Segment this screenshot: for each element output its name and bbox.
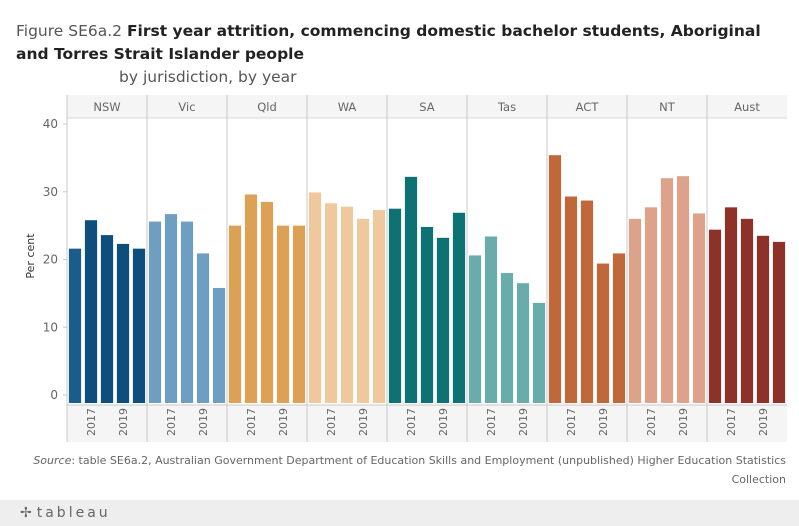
chart-title: Figure SE6a.2 First year attrition, comm… bbox=[16, 20, 786, 89]
x-tick-label: 2019 bbox=[677, 408, 690, 436]
panel-header-wa: WA bbox=[338, 100, 357, 114]
y-tick-label: 0 bbox=[50, 388, 58, 402]
bar-sa-2019 bbox=[436, 237, 450, 403]
bar-vic-2020 bbox=[212, 287, 226, 403]
y-tick-label: 30 bbox=[43, 185, 58, 199]
bar-nsw-2020 bbox=[132, 248, 146, 403]
bar-tas-2019 bbox=[516, 283, 530, 403]
bar-qld-2019 bbox=[276, 225, 290, 403]
bar-aust-2016 bbox=[708, 229, 722, 403]
bar-sa-2017 bbox=[404, 176, 418, 403]
bar-tas-2016 bbox=[468, 255, 482, 403]
x-tick-label: 2019 bbox=[597, 408, 610, 436]
x-tick-label: 2019 bbox=[197, 408, 210, 436]
panel-header-sa: SA bbox=[419, 100, 435, 114]
bar-qld-2018 bbox=[260, 201, 274, 403]
panel-header-nt: NT bbox=[659, 100, 676, 114]
tableau-logo-text: tableau bbox=[36, 505, 111, 521]
bar-aust-2017 bbox=[724, 207, 738, 403]
bar-act-2019 bbox=[596, 263, 610, 403]
source-text: : table SE6a.2, Australian Government De… bbox=[71, 454, 786, 486]
bar-vic-2019 bbox=[196, 253, 210, 403]
bar-nsw-2016 bbox=[68, 248, 82, 403]
y-tick-label: 20 bbox=[43, 253, 58, 267]
x-tick-label: 2019 bbox=[757, 408, 770, 436]
tableau-logo[interactable]: ✢ tableau bbox=[20, 505, 111, 521]
bar-nsw-2018 bbox=[100, 235, 114, 403]
bar-qld-2016 bbox=[228, 225, 242, 403]
title-main: First year attrition, commencing domesti… bbox=[16, 22, 761, 63]
bar-sa-2020 bbox=[452, 212, 466, 403]
y-tick-label: 10 bbox=[43, 320, 58, 334]
bar-act-2016 bbox=[548, 155, 562, 403]
x-tick-label: 2019 bbox=[437, 408, 450, 436]
y-tick-label: 40 bbox=[43, 117, 58, 131]
x-tick-label: 2019 bbox=[277, 408, 290, 436]
bar-tas-2017 bbox=[484, 236, 498, 403]
bar-tas-2018 bbox=[500, 273, 514, 403]
year-axis-band bbox=[67, 405, 787, 442]
bar-aust-2018 bbox=[740, 218, 754, 403]
bar-nsw-2017 bbox=[84, 220, 98, 403]
bar-act-2018 bbox=[580, 200, 594, 403]
bar-wa-2018 bbox=[340, 206, 354, 403]
x-tick-label: 2019 bbox=[357, 408, 370, 436]
x-tick-label: 2017 bbox=[645, 408, 658, 436]
bar-act-2017 bbox=[564, 196, 578, 403]
bar-sa-2016 bbox=[388, 208, 402, 403]
bar-aust-2020 bbox=[772, 241, 786, 403]
panel-header-band bbox=[67, 95, 787, 118]
x-tick-label: 2017 bbox=[325, 408, 338, 436]
x-tick-label: 2017 bbox=[245, 408, 258, 436]
x-tick-label: 2019 bbox=[517, 408, 530, 436]
bar-sa-2018 bbox=[420, 226, 434, 403]
bar-vic-2018 bbox=[180, 221, 194, 403]
y-axis-label: Per cent bbox=[24, 233, 37, 279]
bar-nt-2018 bbox=[660, 178, 674, 403]
bar-tas-2020 bbox=[532, 302, 546, 403]
bar-vic-2016 bbox=[148, 221, 162, 403]
bar-nt-2019 bbox=[676, 176, 690, 403]
title-subtitle: by jurisdiction, by year bbox=[119, 68, 297, 86]
x-tick-label: 2017 bbox=[85, 408, 98, 436]
panel-header-nsw: NSW bbox=[93, 100, 120, 114]
bar-nt-2020 bbox=[692, 213, 706, 403]
x-tick-label: 2017 bbox=[405, 408, 418, 436]
bar-nt-2016 bbox=[628, 218, 642, 403]
tableau-plus-icon: ✢ bbox=[20, 505, 35, 521]
x-tick-label: 2017 bbox=[165, 408, 178, 436]
panel-header-tas: Tas bbox=[497, 100, 516, 114]
bar-wa-2016 bbox=[308, 192, 322, 403]
bar-qld-2020 bbox=[292, 225, 306, 403]
bar-vic-2017 bbox=[164, 214, 178, 403]
bar-chart: 0 10 20 30 40 Per cent NSW 2017 2019 Vic 2017 2019 Q… bbox=[24, 95, 787, 442]
bar-nt-2017 bbox=[644, 207, 658, 403]
source-label: Source bbox=[33, 454, 72, 467]
figure-number: Figure SE6a.2 bbox=[16, 22, 127, 40]
bar-act-2020 bbox=[612, 253, 626, 403]
bar-wa-2017 bbox=[324, 203, 338, 403]
source-note: Source: table SE6a.2, Australian Governm… bbox=[14, 451, 786, 489]
panel-header-qld: Qld bbox=[257, 100, 277, 114]
bar-wa-2020 bbox=[372, 210, 386, 403]
bar-nsw-2019 bbox=[116, 243, 130, 403]
x-tick-label: 2017 bbox=[725, 408, 738, 436]
bar-aust-2019 bbox=[756, 235, 770, 403]
x-tick-label: 2017 bbox=[485, 408, 498, 436]
panel-header-vic: Vic bbox=[178, 100, 195, 114]
footer-bar: ✢ tableau bbox=[0, 500, 799, 526]
x-tick-label: 2019 bbox=[117, 408, 130, 436]
x-tick-label: 2017 bbox=[565, 408, 578, 436]
bar-qld-2017 bbox=[244, 194, 258, 403]
bar-wa-2019 bbox=[356, 218, 370, 403]
panel-header-aust: Aust bbox=[734, 100, 760, 114]
panel-header-act: ACT bbox=[576, 100, 600, 114]
